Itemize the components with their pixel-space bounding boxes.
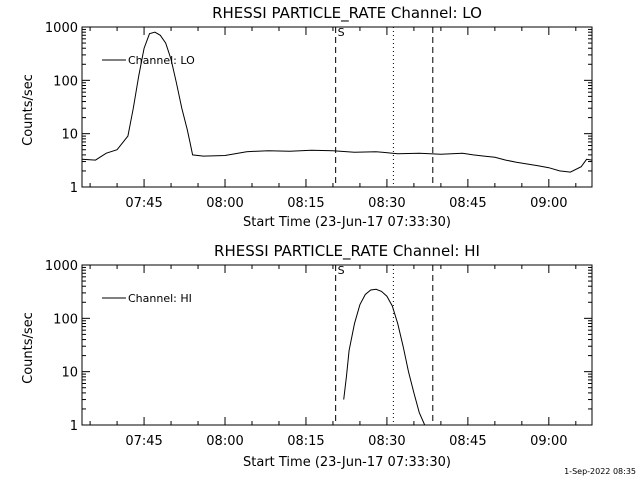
y-tick-label: 1000	[45, 21, 78, 36]
x-tick-label: 09:00	[530, 434, 567, 449]
legend-label: Channel: LO	[128, 54, 195, 67]
data-series	[343, 288, 426, 426]
marker-label: S	[338, 264, 345, 277]
y-tick-label: 1	[70, 419, 78, 434]
y-axis-label: Counts/sec	[21, 74, 36, 146]
chart-title: RHESSI PARTICLE_RATE Channel: HI	[214, 242, 480, 261]
x-tick-label: 08:15	[287, 434, 324, 449]
axis-ticks: 1 10 100 1000 07:45 08:00 08:15 08:30 08:45 09:00	[45, 259, 592, 449]
y-tick-label: 10	[61, 366, 78, 381]
legend: Channel: HI	[102, 292, 192, 305]
x-axis-label: Start Time (23-Jun-17 07:33:30)	[243, 455, 451, 470]
x-tick-label: 08:00	[206, 196, 243, 211]
x-tick-label: 08:45	[449, 196, 486, 211]
legend-label: Channel: HI	[128, 292, 192, 305]
x-tick-label: 07:45	[125, 434, 162, 449]
x-tick-label: 08:45	[449, 434, 486, 449]
plot-frame	[81, 26, 593, 188]
y-axis-label: Counts/sec	[21, 312, 36, 384]
chart-panel-hi: RHESSI PARTICLE_RATE Channel: HI Counts/…	[21, 242, 593, 470]
x-tick-label: 08:00	[206, 434, 243, 449]
y-tick-label: 1	[70, 181, 78, 196]
y-tick-label: 100	[53, 312, 78, 327]
x-axis-label: Start Time (23-Jun-17 07:33:30)	[243, 215, 451, 230]
x-tick-label: 08:15	[287, 196, 324, 211]
x-tick-label: 07:45	[125, 196, 162, 211]
chart-panel-lo: RHESSI PARTICLE_RATE Channel: LO Counts/…	[21, 4, 593, 230]
y-tick-label: 10	[61, 128, 78, 143]
y-tick-label: 1000	[45, 259, 78, 274]
legend: Channel: LO	[102, 54, 195, 67]
x-tick-label: 09:00	[530, 196, 567, 211]
plot-frame	[81, 264, 593, 426]
time-markers: S	[335, 264, 434, 425]
x-tick-label: 08:30	[368, 196, 405, 211]
data-series	[81, 31, 593, 173]
x-tick-label: 08:30	[368, 434, 405, 449]
marker-label: S	[338, 26, 345, 39]
series-line	[343, 288, 426, 426]
axis-ticks: 1 10 100 1000 07:45 08:00 08:15 08:30 08:45 09:00	[45, 21, 592, 211]
footer-timestamp: 1-Sep-2022 08:35	[564, 467, 636, 476]
time-markers: S	[335, 26, 434, 187]
y-tick-label: 100	[53, 74, 78, 89]
chart-title: RHESSI PARTICLE_RATE Channel: LO	[212, 4, 482, 23]
series-line	[81, 31, 593, 173]
